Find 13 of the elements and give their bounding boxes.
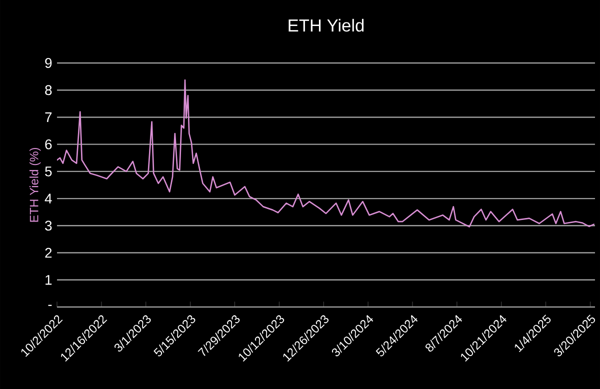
y-tick-label: 1 <box>46 275 52 285</box>
y-tick-label: 6 <box>45 139 52 150</box>
y-tick-label: 9 <box>45 58 52 68</box>
y-tick-label: 4 <box>44 194 52 204</box>
y-tick-label: - <box>48 304 52 306</box>
y-axis-title: ETH Yield (%) <box>30 148 41 222</box>
chart-title: ETH Yield <box>288 18 364 32</box>
y-tick-label: 8 <box>45 85 52 96</box>
y-tick-label: 5 <box>45 166 52 176</box>
y-tick-label: 3 <box>45 220 52 231</box>
y-tick-label: 7 <box>45 112 52 122</box>
y-tick-label: 2 <box>45 248 52 258</box>
line-series <box>57 79 594 228</box>
